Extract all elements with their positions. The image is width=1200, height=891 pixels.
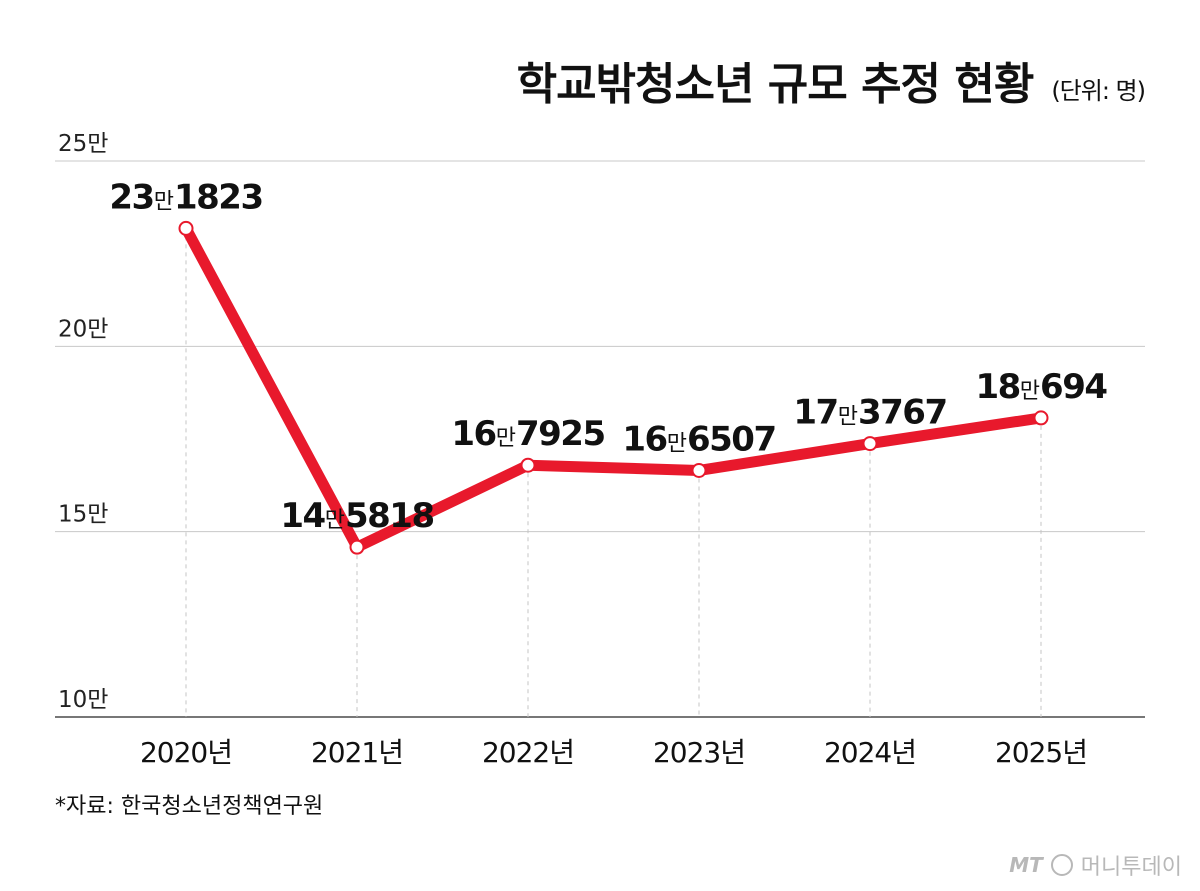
data-label-part: 18 (975, 367, 1019, 407)
data-label-unit: 만 (496, 426, 516, 451)
data-point (178, 220, 194, 236)
data-point (862, 436, 878, 452)
data-label: 23만1823 (109, 177, 262, 217)
data-label-part: 17 (793, 393, 837, 433)
data-label-part: 3767 (858, 393, 947, 433)
data-label: 17만3767 (793, 393, 946, 433)
data-points (178, 220, 1049, 555)
x-tick-label: 2020년 (140, 736, 232, 769)
data-point (520, 457, 536, 473)
data-label-unit: 만 (154, 189, 174, 214)
data-label-unit: 만 (325, 508, 345, 533)
logo-name: 머니투데이 (1080, 855, 1182, 880)
x-tick-label: 2022년 (482, 736, 574, 769)
data-point (1033, 410, 1049, 426)
publisher-logo: MT 머니투데이 (1009, 849, 1182, 881)
data-label-unit: 만 (667, 431, 687, 456)
x-tick-label: 2024년 (824, 736, 916, 769)
data-label-part: 16 (451, 414, 495, 454)
data-label-part: 694 (1040, 367, 1107, 407)
chart-title: 학교밖청소년 규모 추정 현황 (516, 59, 1035, 110)
x-tick-label: 2023년 (653, 736, 745, 769)
gridlines (55, 160, 1145, 718)
x-axis-ticks: 2020년 2021년 2022년 2023년 2024년 2025년 (140, 736, 1088, 769)
data-point (349, 539, 365, 555)
y-tick-label: 10만 (58, 687, 108, 713)
data-label: 18만694 (975, 367, 1107, 407)
x-tick-label: 2021년 (311, 736, 403, 769)
y-tick-label: 15만 (58, 502, 108, 528)
data-label: 14만5818 (280, 496, 433, 536)
logo-circle-icon (1050, 854, 1073, 876)
y-tick-label: 25만 (58, 131, 108, 157)
data-label-part: 23 (109, 177, 153, 217)
y-tick-label: 20만 (58, 316, 108, 342)
data-point (691, 462, 707, 478)
data-label-part: 14 (280, 496, 325, 536)
source-note: *자료: 한국청소년정책연구원 (55, 794, 324, 819)
data-label-part: 1823 (174, 177, 263, 217)
series-line (180, 222, 1047, 553)
vertical-guides (185, 236, 1042, 717)
series-line-group (180, 222, 1047, 553)
title-area: 학교밖청소년 규모 추정 현황 (단위: 명) (516, 48, 1146, 112)
x-tick-label: 2025년 (995, 736, 1087, 769)
data-label: 16만7925 (451, 414, 604, 454)
unit-note: (단위: 명) (1051, 77, 1146, 105)
data-label-unit: 만 (838, 405, 858, 430)
data-label-part: 16 (622, 419, 666, 459)
data-label-part: 7925 (516, 414, 605, 454)
data-label: 16만6507 (622, 419, 775, 459)
y-axis-ticks: 10만 15만 20만 25만 (58, 131, 108, 713)
data-label-part: 5818 (345, 496, 434, 536)
data-label-part: 6507 (687, 419, 776, 459)
logo-mark: MT (1009, 853, 1043, 877)
data-label-unit: 만 (1020, 379, 1040, 404)
